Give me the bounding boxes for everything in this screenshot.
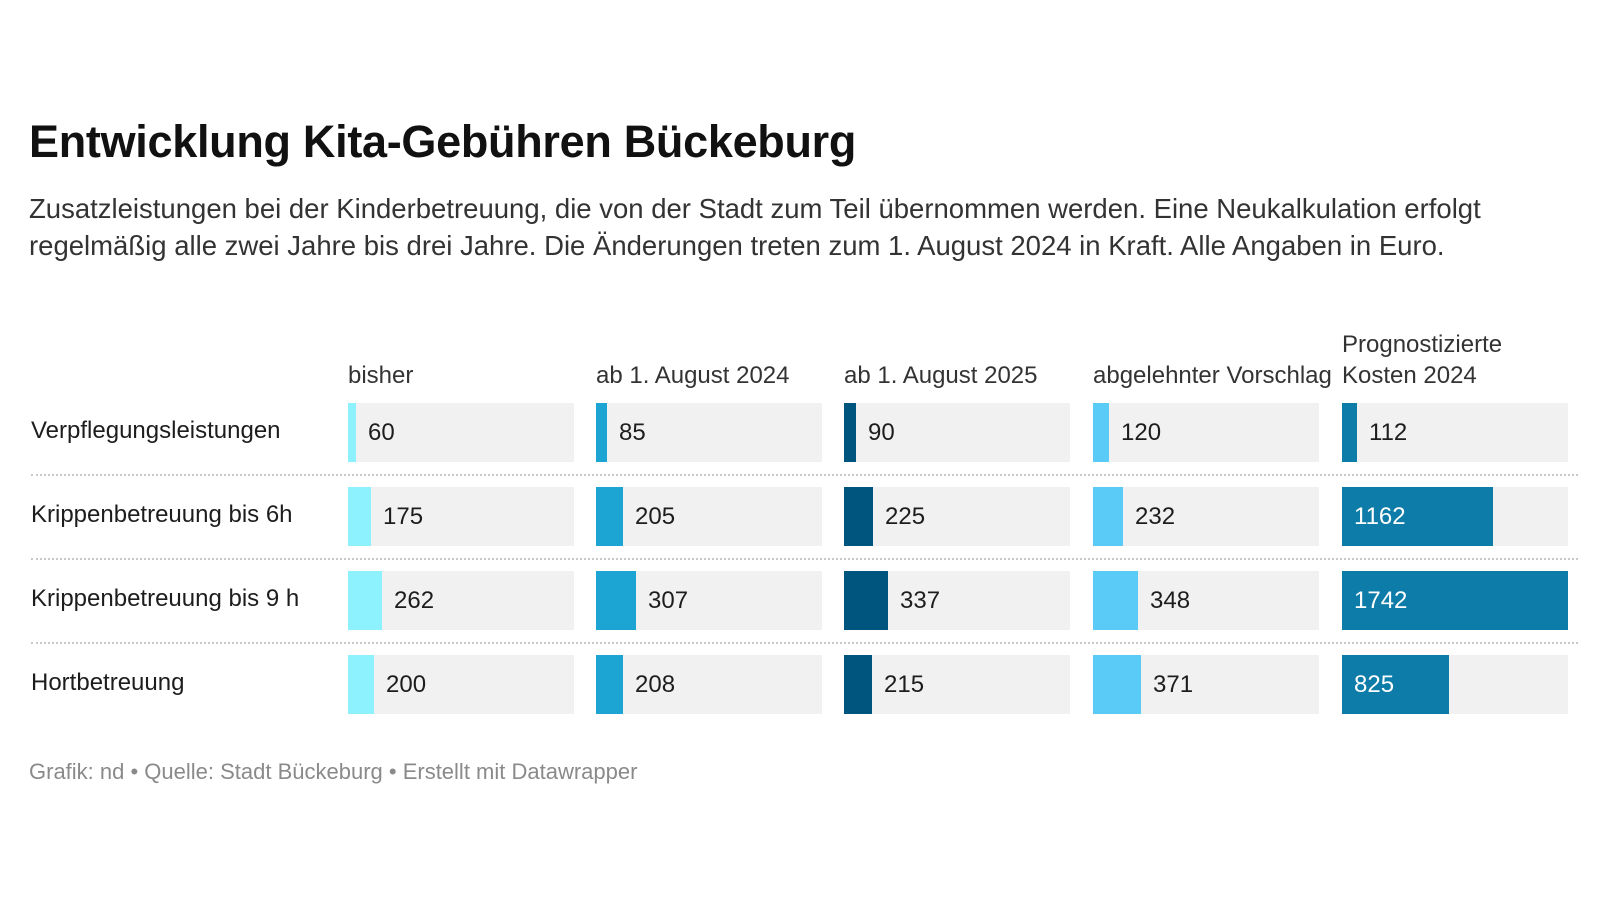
- bar-track: 1742: [1342, 571, 1568, 630]
- value-label: 215: [884, 671, 925, 698]
- bar-track: 371: [1093, 655, 1319, 714]
- value-label: 175: [383, 503, 424, 530]
- column-header-abgelehnter-vorschlag: abgelehnter Vorschlag: [1093, 362, 1332, 389]
- bar: [844, 571, 888, 630]
- bar: [596, 655, 623, 714]
- bar-track: 225: [844, 487, 1070, 546]
- value-label: 232: [1135, 503, 1176, 530]
- bar-track: 90: [844, 403, 1070, 462]
- bar-track: 85: [596, 403, 822, 462]
- bar: [348, 571, 382, 630]
- bar: [1093, 487, 1123, 546]
- bar: [1342, 571, 1568, 630]
- bar-track: 825: [1342, 655, 1568, 714]
- bar: [1342, 655, 1449, 714]
- column-header-bisher: bisher: [348, 362, 414, 389]
- value-label: 371: [1153, 671, 1194, 698]
- bar: [348, 403, 356, 462]
- bar-track: 262: [348, 571, 574, 630]
- value-label: 825: [1354, 671, 1395, 698]
- column-header-prognostizierte-kosten-2024: Prognostizierte Kosten 2024: [1342, 331, 1503, 389]
- value-label: 1742: [1354, 587, 1408, 614]
- bar-track: 337: [844, 571, 1070, 630]
- row-label: Krippenbetreuung bis 9 h: [31, 585, 300, 612]
- bar-track: 307: [596, 571, 822, 630]
- bar-track: 112: [1342, 403, 1568, 462]
- column-header-ab-1-august-2024: ab 1. August 2024: [596, 362, 790, 389]
- bar: [844, 403, 856, 462]
- bar-track: 232: [1093, 487, 1319, 546]
- bar: [596, 403, 607, 462]
- bar-track: 60: [348, 403, 574, 462]
- value-label: 120: [1121, 419, 1162, 446]
- bar: [596, 571, 636, 630]
- source-footer: Grafik: nd • Quelle: Stadt Bückeburg • E…: [29, 759, 638, 784]
- bar: [1093, 403, 1109, 462]
- row-divider: [31, 558, 1578, 560]
- value-label: 200: [386, 671, 427, 698]
- value-label: 208: [635, 671, 676, 698]
- bar-track: 200: [348, 655, 574, 714]
- value-label: 90: [868, 419, 895, 446]
- row-divider: [31, 474, 1578, 476]
- bar-track: 1162: [1342, 487, 1568, 546]
- value-label: 225: [885, 503, 926, 530]
- bar-track: 175: [348, 487, 574, 546]
- chart-title: Entwicklung Kita-Gebühren Bückeburg: [29, 116, 857, 167]
- row-label: Verpflegungsleistungen: [31, 417, 281, 444]
- row-label: Hortbetreuung: [31, 669, 185, 696]
- row-label: Krippenbetreuung bis 6h: [31, 501, 293, 528]
- bar-track: 120: [1093, 403, 1319, 462]
- value-label: 85: [619, 419, 646, 446]
- bar: [844, 487, 873, 546]
- value-label: 1162: [1354, 503, 1406, 530]
- value-label: 262: [394, 587, 435, 614]
- bar: [348, 655, 374, 714]
- bar-track: 215: [844, 655, 1070, 714]
- bar-track: 348: [1093, 571, 1319, 630]
- value-label: 205: [635, 503, 676, 530]
- bar: [596, 487, 623, 546]
- bar: [1342, 487, 1493, 546]
- column-header-ab-1-august-2025: ab 1. August 2025: [844, 362, 1038, 389]
- row-divider: [31, 642, 1578, 644]
- chart-subtitle: Zusatzleistungen bei der Kinderbetreuung…: [29, 193, 1481, 261]
- bar: [1342, 403, 1357, 462]
- value-label: 337: [900, 587, 941, 614]
- bar: [1093, 655, 1141, 714]
- bar: [348, 487, 371, 546]
- value-label: 348: [1150, 587, 1191, 614]
- bar: [1093, 571, 1138, 630]
- bar-track: 208: [596, 655, 822, 714]
- value-label: 60: [368, 419, 395, 446]
- value-label: 112: [1369, 419, 1408, 446]
- bar: [844, 655, 872, 714]
- value-label: 307: [648, 587, 689, 614]
- bar-track: 205: [596, 487, 822, 546]
